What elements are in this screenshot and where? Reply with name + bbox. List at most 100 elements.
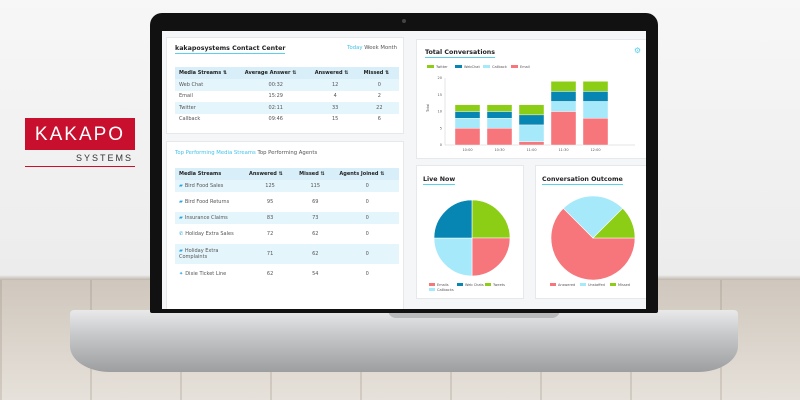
bar-segment-webchat xyxy=(550,91,577,102)
bar-segment-twitter xyxy=(518,104,545,116)
pie-slice-callbacks xyxy=(433,237,473,277)
settings-gear-icon[interactable]: ⚙ xyxy=(633,46,641,55)
legend-swatch xyxy=(483,65,490,68)
contact-center-table: Media Streams ⇅ Average Answer ⇅ Answered … xyxy=(175,67,399,125)
bar-segment-webchat xyxy=(486,111,513,119)
top-performing-table: Media Streams Answered ⇅ Missed ⇅ Agents Jo… xyxy=(175,168,399,284)
agents-joined: 0 xyxy=(335,244,399,264)
tab-today[interactable]: Today xyxy=(347,45,363,51)
tab-month[interactable]: Month xyxy=(380,45,397,51)
contact-center-panel: kakaposystems Contact Center Today Week … xyxy=(166,37,404,134)
missed: 73 xyxy=(295,212,336,224)
pie-slice-web-chats xyxy=(433,199,473,239)
agents-joined: 0 xyxy=(335,212,399,224)
cell: Twitter xyxy=(175,102,241,114)
x-tick-label: 11:30 xyxy=(558,148,568,152)
column-header[interactable]: Answered ⇅ xyxy=(310,67,360,79)
webcam xyxy=(402,19,406,23)
pie-slice-missed xyxy=(592,207,636,239)
total-conversations-panel: Total Conversations ⚙ Twitter WebChat Call… xyxy=(416,39,646,159)
y-tick-label: 5 xyxy=(440,126,442,130)
legend-label: Web Chats xyxy=(465,283,484,287)
agents-joined: 0 xyxy=(335,180,399,192)
bar-segment-callback xyxy=(486,117,513,129)
legend-swatch xyxy=(429,288,435,291)
conversation-outcome-panel: Conversation Outcome Answered Unstaffed Mi… xyxy=(535,165,646,299)
cell: Callback xyxy=(179,116,201,123)
bar-segment-twitter xyxy=(486,104,513,112)
tab-agents[interactable]: Top Performing Agents xyxy=(257,150,318,156)
panel-title: kakaposystems Contact Center xyxy=(175,45,286,54)
table-row: ▰ Bird Food Sales 125 115 0 xyxy=(175,180,399,192)
cell: 22 xyxy=(359,102,399,114)
bar-segment-twitter xyxy=(550,81,577,92)
panel-title: Total Conversations xyxy=(425,49,496,58)
x-tick-label: 10:30 xyxy=(494,148,504,152)
cell: 0 xyxy=(359,79,399,91)
kakapo-logo: KAKAPO SYSTEMS xyxy=(25,118,135,167)
legend-label: Tweets xyxy=(492,283,505,287)
cell: 4 xyxy=(333,93,337,100)
pie-slice-answered xyxy=(550,207,636,281)
column-header[interactable]: Agents Joined ⇅ xyxy=(335,168,399,180)
cell: 6 xyxy=(377,116,381,123)
legend-swatch xyxy=(429,283,435,286)
column-header[interactable]: Missed ⇅ xyxy=(359,67,399,79)
stream-name: Insurance Claims xyxy=(184,215,228,221)
range-tabs: Today Week Month xyxy=(347,45,397,51)
y-tick-label: 10 xyxy=(438,110,442,114)
total-conversations-chart: Twitter WebChat Callback Email 0 5 10 15 20 Total… xyxy=(426,65,635,152)
table-row: Email 15:29 4 2 xyxy=(175,91,399,103)
legend-label: Emails xyxy=(437,283,449,287)
x-tick-label: 12:00 xyxy=(590,148,600,152)
legend-swatch xyxy=(610,283,616,286)
column-header[interactable]: Missed ⇅ xyxy=(295,168,336,180)
bar-segment-email xyxy=(486,128,513,146)
bar-segment-callback xyxy=(550,101,577,112)
y-tick-label: 0 xyxy=(440,143,442,147)
table-row: Twitter 02:11 33 22 xyxy=(175,102,399,114)
cell: 33 xyxy=(310,102,360,114)
table-row: Callback 09:46 15 6 xyxy=(175,114,399,126)
bar-segment-email xyxy=(582,117,609,146)
stream-name: Bird Food Sales xyxy=(184,183,224,189)
panel-title: Live Now xyxy=(423,176,456,185)
legend-label: Answered xyxy=(558,283,575,287)
bar-segment-email xyxy=(518,141,545,146)
column-header[interactable]: Answered ⇅ xyxy=(245,168,296,180)
column-header[interactable]: Average Answer ⇅ xyxy=(240,67,311,79)
stream-name: Dixie Ticket Line xyxy=(185,271,227,277)
answered: 71 xyxy=(245,244,296,264)
agents-joined: 0 xyxy=(365,271,369,277)
bar-segment-callback xyxy=(518,124,545,142)
table-row: ✆ Holiday Extra Sales 72 62 0 xyxy=(175,224,399,244)
x-tick-label: 11:00 xyxy=(526,148,536,152)
live-now-chart: Emails Web Chats Tweets Callbacks xyxy=(429,199,511,292)
y-tick-label: 15 xyxy=(438,93,442,97)
missed: 54 xyxy=(312,271,319,277)
answered: 72 xyxy=(266,231,274,237)
x-tick-label: 10:00 xyxy=(462,148,472,152)
cell: 09:46 xyxy=(268,116,283,123)
agents-joined: 0 xyxy=(365,231,369,237)
legend-label: Callbacks xyxy=(437,288,454,292)
bar-segment-twitter xyxy=(582,81,609,92)
stream-name: Holiday Extra Sales xyxy=(185,231,234,237)
legend-swatch xyxy=(455,65,462,68)
cell: Web Chat xyxy=(175,79,241,91)
y-tick-label: 20 xyxy=(438,76,442,80)
missed: 69 xyxy=(312,199,319,205)
pie-slice-emails xyxy=(471,237,511,277)
column-header[interactable]: Media Streams ⇅ xyxy=(175,67,241,79)
bar-segment-webchat xyxy=(582,91,609,102)
bar-segment-email xyxy=(454,128,481,146)
missed: 62 xyxy=(295,244,336,264)
legend-label: Callback xyxy=(492,65,508,69)
laptop-base xyxy=(70,310,738,372)
tab-week[interactable]: Week xyxy=(364,45,379,51)
tab-media-streams[interactable]: Top Performing Media Streams xyxy=(175,150,256,156)
cell: 15:29 xyxy=(268,93,283,100)
column-header[interactable]: Media Streams xyxy=(175,168,245,180)
bar-segment-twitter xyxy=(454,104,481,112)
laptop-screen: kakaposystems Contact Center Today Week … xyxy=(150,13,658,313)
